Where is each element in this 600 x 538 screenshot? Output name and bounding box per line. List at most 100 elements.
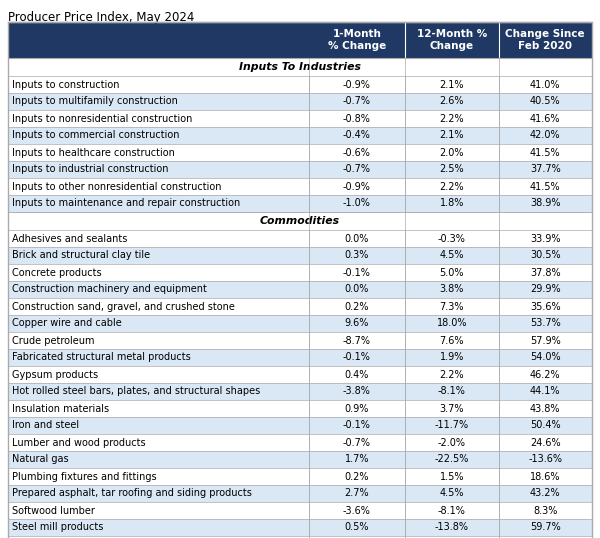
Text: -0.8%: -0.8% <box>343 114 371 124</box>
Text: 29.9%: 29.9% <box>530 285 560 294</box>
Text: 2.5%: 2.5% <box>440 165 464 174</box>
Bar <box>8 127 592 144</box>
Text: Construction machinery and equipment: Construction machinery and equipment <box>12 285 207 294</box>
Text: 43.8%: 43.8% <box>530 404 560 414</box>
Text: -0.9%: -0.9% <box>343 80 371 89</box>
Text: 41.5%: 41.5% <box>530 181 560 192</box>
Bar <box>8 536 592 538</box>
Text: Construction sand, gravel, and crushed stone: Construction sand, gravel, and crushed s… <box>12 301 235 312</box>
Text: -1.0%: -1.0% <box>343 199 371 209</box>
Bar <box>8 264 592 281</box>
Text: 59.7%: 59.7% <box>530 522 560 533</box>
Text: 3.8%: 3.8% <box>440 285 464 294</box>
Text: Inputs to multifamily construction: Inputs to multifamily construction <box>12 96 178 107</box>
Text: 0.2%: 0.2% <box>344 301 369 312</box>
Text: 7.6%: 7.6% <box>440 336 464 345</box>
Text: Inputs to healthcare construction: Inputs to healthcare construction <box>12 147 175 158</box>
Text: Brick and structural clay tile: Brick and structural clay tile <box>12 251 150 260</box>
Bar <box>8 400 592 417</box>
Text: 37.7%: 37.7% <box>530 165 560 174</box>
Text: 2.1%: 2.1% <box>440 80 464 89</box>
Text: 9.6%: 9.6% <box>345 318 369 329</box>
Text: Softwood lumber: Softwood lumber <box>12 506 95 515</box>
Text: -0.1%: -0.1% <box>343 267 371 278</box>
Text: 2.7%: 2.7% <box>344 489 369 499</box>
Text: -13.8%: -13.8% <box>435 522 469 533</box>
Text: -8.1%: -8.1% <box>438 386 466 397</box>
Text: 1-Month
% Change: 1-Month % Change <box>328 29 386 51</box>
Bar <box>8 349 592 366</box>
Text: 0.4%: 0.4% <box>345 370 369 379</box>
Text: Inputs to other nonresidential construction: Inputs to other nonresidential construct… <box>12 181 221 192</box>
Text: -3.6%: -3.6% <box>343 506 371 515</box>
Text: -0.1%: -0.1% <box>343 421 371 430</box>
Text: Hot rolled steel bars, plates, and structural shapes: Hot rolled steel bars, plates, and struc… <box>12 386 260 397</box>
Text: Producer Price Index, May 2024: Producer Price Index, May 2024 <box>8 11 194 24</box>
Bar <box>8 93 592 110</box>
Text: 38.9%: 38.9% <box>530 199 560 209</box>
Text: Natural gas: Natural gas <box>12 455 68 464</box>
Text: 53.7%: 53.7% <box>530 318 560 329</box>
Bar <box>8 485 592 502</box>
Text: 0.5%: 0.5% <box>344 522 369 533</box>
Text: 40.5%: 40.5% <box>530 96 560 107</box>
Text: 1.5%: 1.5% <box>440 471 464 482</box>
Text: 7.3%: 7.3% <box>440 301 464 312</box>
Bar <box>8 366 592 383</box>
Bar <box>8 315 592 332</box>
Text: Crude petroleum: Crude petroleum <box>12 336 95 345</box>
Text: Change Since
Feb 2020: Change Since Feb 2020 <box>505 29 585 51</box>
Text: Commodities: Commodities <box>260 216 340 226</box>
Text: 2.2%: 2.2% <box>440 181 464 192</box>
Text: Plumbing fixtures and fittings: Plumbing fixtures and fittings <box>12 471 157 482</box>
Text: 0.0%: 0.0% <box>345 233 369 244</box>
Bar <box>8 110 592 127</box>
Text: -0.9%: -0.9% <box>343 181 371 192</box>
Bar <box>8 230 592 247</box>
Text: 8.3%: 8.3% <box>533 506 557 515</box>
Text: 54.0%: 54.0% <box>530 352 560 363</box>
Text: Prepared asphalt, tar roofing and siding products: Prepared asphalt, tar roofing and siding… <box>12 489 252 499</box>
Text: Lumber and wood products: Lumber and wood products <box>12 437 146 448</box>
Bar <box>8 212 592 230</box>
Text: 3.7%: 3.7% <box>440 404 464 414</box>
Text: 41.6%: 41.6% <box>530 114 560 124</box>
Bar <box>8 247 592 264</box>
Text: -0.7%: -0.7% <box>343 437 371 448</box>
Text: 0.0%: 0.0% <box>345 285 369 294</box>
Bar <box>8 281 592 298</box>
Text: 50.4%: 50.4% <box>530 421 560 430</box>
Text: 2.0%: 2.0% <box>440 147 464 158</box>
Bar <box>8 417 592 434</box>
Text: -8.1%: -8.1% <box>438 506 466 515</box>
Bar <box>8 76 592 93</box>
Text: 12-Month %
Change: 12-Month % Change <box>417 29 487 51</box>
Text: -0.3%: -0.3% <box>438 233 466 244</box>
Text: -0.4%: -0.4% <box>343 131 371 140</box>
Bar <box>8 22 592 58</box>
Text: 2.1%: 2.1% <box>440 131 464 140</box>
Text: -0.7%: -0.7% <box>343 96 371 107</box>
Text: 41.5%: 41.5% <box>530 147 560 158</box>
Text: Inputs To Industries: Inputs To Industries <box>239 62 361 72</box>
Bar <box>8 144 592 161</box>
Text: Inputs to maintenance and repair construction: Inputs to maintenance and repair constru… <box>12 199 240 209</box>
Text: 0.3%: 0.3% <box>345 251 369 260</box>
Text: 0.2%: 0.2% <box>344 471 369 482</box>
Text: Adhesives and sealants: Adhesives and sealants <box>12 233 127 244</box>
Text: 2.2%: 2.2% <box>440 370 464 379</box>
Text: 35.6%: 35.6% <box>530 301 560 312</box>
Text: Concrete products: Concrete products <box>12 267 101 278</box>
Bar <box>8 519 592 536</box>
Text: 0.9%: 0.9% <box>345 404 369 414</box>
Bar <box>8 161 592 178</box>
Text: Iron and steel: Iron and steel <box>12 421 79 430</box>
Text: -11.7%: -11.7% <box>435 421 469 430</box>
Text: 1.8%: 1.8% <box>440 199 464 209</box>
Text: 5.0%: 5.0% <box>440 267 464 278</box>
Text: -3.8%: -3.8% <box>343 386 371 397</box>
Text: 30.5%: 30.5% <box>530 251 560 260</box>
Text: -0.7%: -0.7% <box>343 165 371 174</box>
Text: Gypsum products: Gypsum products <box>12 370 98 379</box>
Text: -0.1%: -0.1% <box>343 352 371 363</box>
